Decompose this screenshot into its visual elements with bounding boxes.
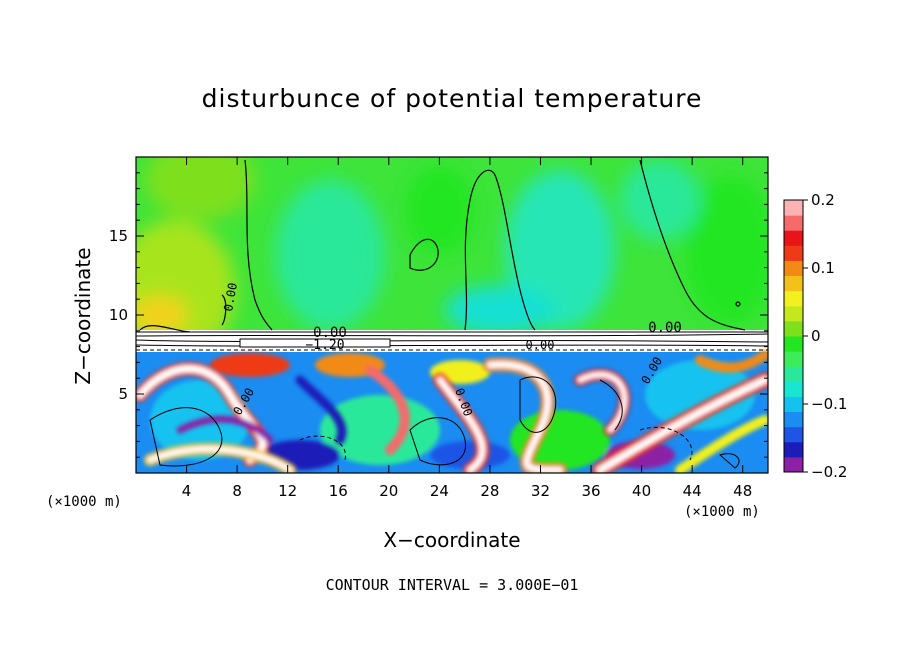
x-tick-label: 40: [632, 482, 651, 500]
colorbar-tick-label: 0.2: [811, 191, 835, 209]
contour-label: 0.00: [313, 325, 347, 341]
colorbar-swatch: [784, 275, 803, 292]
contour-label: −1.20: [305, 338, 344, 353]
y-tick-label: 10: [109, 306, 128, 324]
colorbar-swatch: [784, 230, 803, 246]
colorbar-ticks: 0.2 0.1 0 −0.1 −0.2: [803, 191, 847, 481]
colorbar-swatch: [784, 411, 803, 428]
colorbar-swatch: [784, 260, 803, 277]
y-axis-ticks: 5 10 15: [109, 172, 768, 458]
colorbar-swatch: [784, 351, 803, 367]
x-tick-label: 44: [683, 482, 702, 500]
x-tick-label: 32: [531, 482, 550, 500]
colorbar-swatch: [784, 441, 803, 458]
colorbar-tick-label: 0.1: [811, 259, 835, 277]
contour-label: 0.00: [221, 282, 240, 313]
colorbar-swatch: [784, 426, 803, 443]
chart-title: disturbunce of potential temperature: [201, 84, 703, 113]
x-tick-label: 8: [232, 482, 242, 500]
colorbar-swatch: [784, 305, 803, 322]
contour-label: 0.00: [526, 338, 555, 352]
x-axis-label: X−coordinate: [383, 528, 520, 552]
x-tick-label: 36: [581, 482, 600, 500]
colorbar-swatch: [784, 456, 803, 473]
colorbar-swatch: [784, 200, 803, 216]
x-unit-label-right: (×1000 m): [684, 504, 760, 520]
contour-label: 0.00: [648, 320, 682, 336]
colorbar-swatch: [784, 245, 803, 261]
heatmap-field: [136, 157, 768, 473]
x-tick-label: 24: [430, 482, 449, 500]
colorbar: [784, 200, 803, 473]
colorbar-swatch: [784, 215, 803, 231]
colorbar-tick-label: −0.2: [811, 463, 847, 481]
x-tick-label: 4: [182, 482, 192, 500]
y-tick-label: 15: [109, 227, 128, 245]
y-tick-label: 5: [118, 385, 128, 403]
x-tick-label: 16: [329, 482, 348, 500]
x-axis-ticks: 4 8 12 16 20 24 28 32 36 40 44 48: [182, 157, 752, 500]
colorbar-tick-label: −0.1: [811, 395, 847, 413]
x-tick-label: 28: [480, 482, 499, 500]
colorbar-swatch: [784, 320, 803, 337]
colorbar-swatch: [784, 290, 803, 307]
colorbar-swatch: [784, 336, 803, 352]
colorbar-swatch: [784, 396, 803, 413]
contour-interval-note: CONTOUR INTERVAL = 3.000E−01: [325, 576, 579, 594]
x-tick-label: 48: [733, 482, 752, 500]
x-unit-label-left: (×1000 m): [46, 494, 122, 510]
x-tick-label: 12: [278, 482, 297, 500]
colorbar-swatch: [784, 381, 803, 397]
y-axis-label: Z−coordinate: [71, 247, 95, 384]
x-tick-label: 20: [379, 482, 398, 500]
colorbar-tick-label: 0: [811, 327, 821, 345]
colorbar-swatch: [784, 366, 803, 382]
